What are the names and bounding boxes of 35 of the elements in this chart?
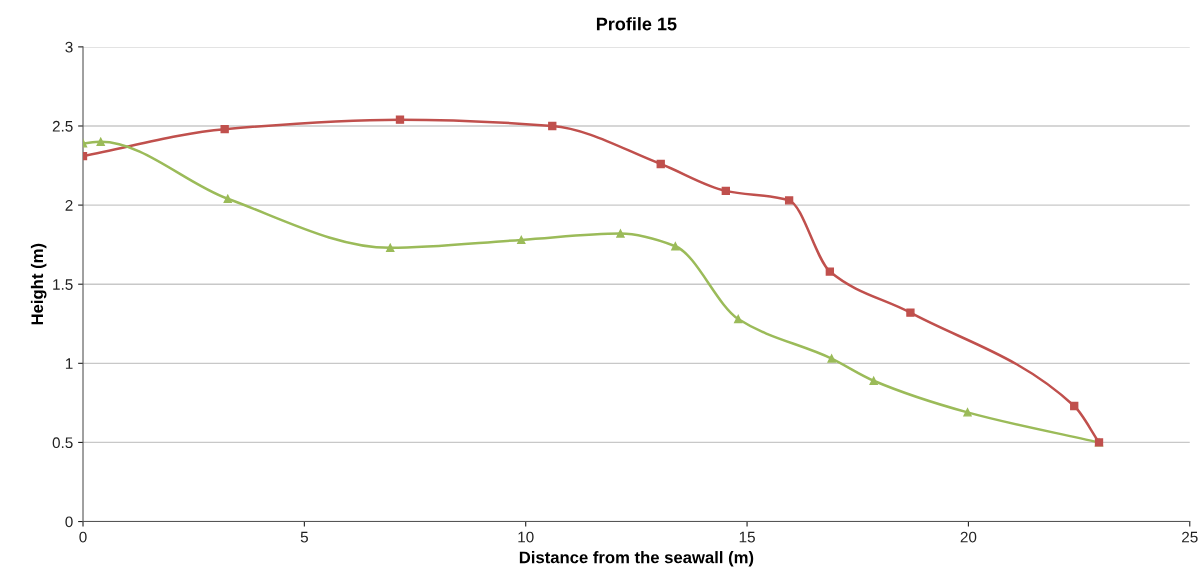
y-tick-label: 1 (65, 358, 73, 369)
point (671, 242, 680, 251)
point (616, 229, 625, 238)
point (517, 235, 526, 245)
point (721, 186, 730, 196)
y-tick-label: 2 (65, 199, 73, 211)
y-tick-label: 3 (65, 41, 73, 53)
point (656, 159, 665, 169)
point (223, 194, 232, 203)
point (784, 196, 794, 205)
x-tick-label: 15 (739, 531, 755, 543)
chart-title: Profile 15 (596, 17, 677, 31)
x-tick-label: 25 (1182, 531, 1198, 543)
y-tick-label: 1.5 (53, 279, 73, 290)
x-axis-title: Distance from the seawall (m) (519, 551, 754, 567)
y-axis-title: Height (m) (30, 243, 47, 325)
x-tick-label: 20 (960, 531, 977, 543)
x-tick-label: 0 (79, 531, 87, 543)
point (1070, 401, 1079, 411)
point (734, 314, 743, 324)
point (395, 115, 405, 124)
y-tick-label: 2.5 (52, 120, 73, 132)
point (827, 354, 836, 363)
point (386, 243, 395, 252)
point (548, 121, 557, 131)
x-tick-label: 10 (518, 531, 534, 543)
point (963, 408, 972, 417)
point (825, 267, 835, 276)
y-tick-label: 0.5 (52, 437, 73, 449)
y-tick-label: 0 (65, 516, 73, 528)
point (220, 124, 229, 134)
point (96, 137, 105, 146)
point (869, 376, 878, 385)
x-tick-label: 5 (300, 531, 308, 543)
point (906, 308, 915, 317)
